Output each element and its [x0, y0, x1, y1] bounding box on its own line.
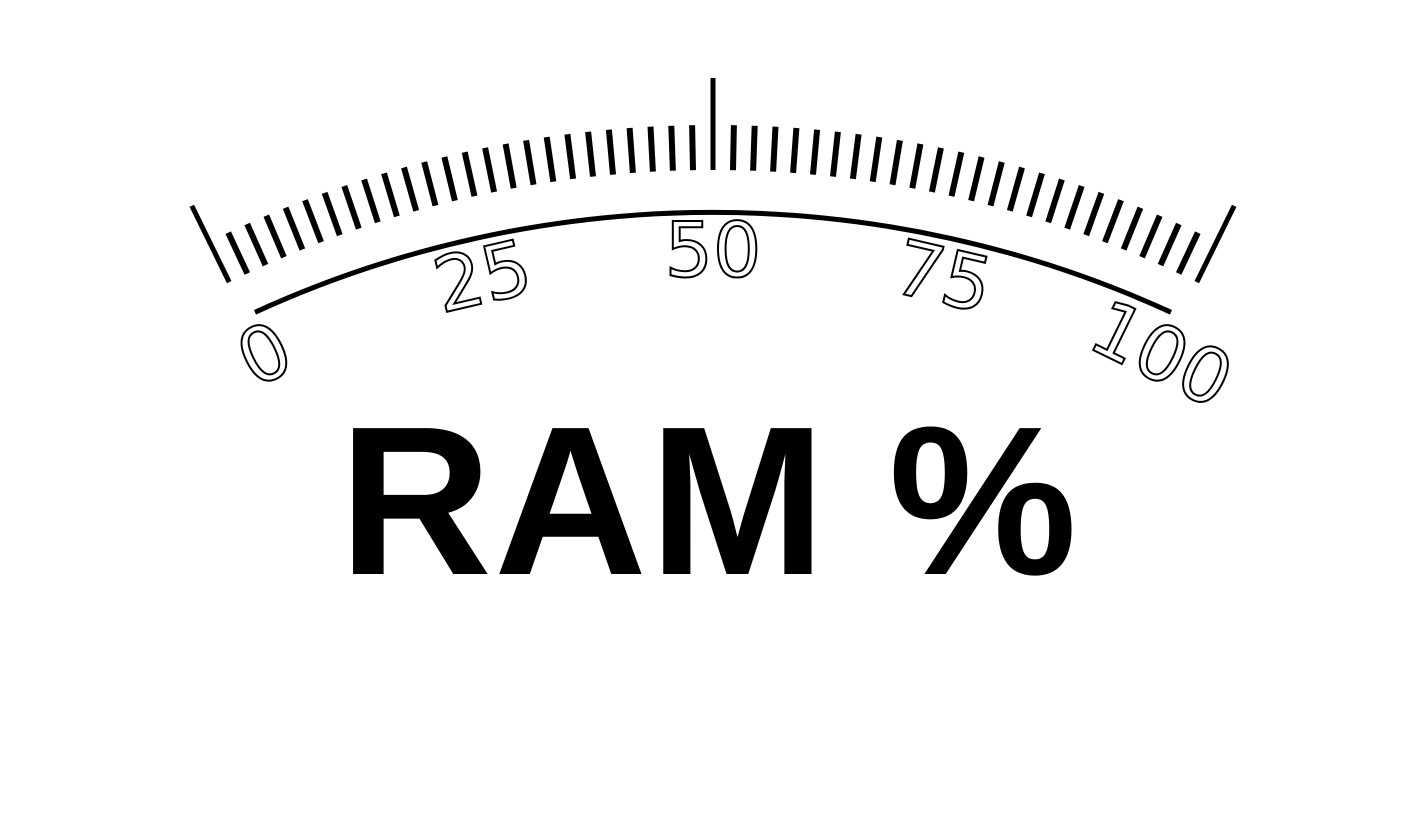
- minor-tick: [523, 139, 537, 186]
- minor-tick: [770, 126, 779, 172]
- gauge-title: RAM %: [338, 382, 1080, 619]
- minor-tick: [928, 147, 944, 193]
- minor-tick: [1175, 231, 1201, 275]
- minor-tick: [647, 126, 656, 172]
- minor-tick: [1139, 214, 1163, 259]
- scale-label-25: 25: [426, 222, 540, 331]
- minor-tick: [730, 125, 737, 171]
- scale-label-75: 75: [886, 222, 1000, 331]
- minor-tick: [225, 231, 251, 275]
- major-tick: [1194, 204, 1237, 284]
- minor-tick: [441, 156, 458, 202]
- minor-tick: [668, 125, 676, 171]
- minor-tick: [1157, 222, 1182, 267]
- minor-tick: [987, 161, 1005, 207]
- minor-tick: [790, 127, 800, 174]
- minor-tick: [1102, 199, 1124, 244]
- minor-tick: [605, 129, 616, 175]
- minor-tick: [585, 131, 596, 177]
- minor-tick: [1006, 166, 1025, 212]
- minor-tick: [1026, 172, 1045, 218]
- minor-tick: [302, 199, 324, 244]
- scale-label-50: 50: [665, 206, 762, 295]
- minor-tick: [1064, 185, 1085, 230]
- minor-tick: [282, 206, 306, 251]
- minor-tick: [889, 139, 903, 186]
- minor-tick: [361, 178, 381, 224]
- minor-tick: [909, 143, 924, 189]
- minor-tick: [968, 156, 985, 202]
- minor-tick: [564, 133, 577, 180]
- minor-tick: [869, 136, 883, 183]
- minor-tick: [461, 151, 478, 197]
- minor-tick: [401, 166, 420, 212]
- minor-tick: [543, 136, 557, 183]
- minor-tick: [750, 125, 758, 171]
- minor-tick: [421, 161, 439, 207]
- minor-tick: [381, 172, 400, 218]
- minor-tick: [263, 214, 287, 259]
- minor-tick: [482, 147, 498, 193]
- minor-tick: [626, 127, 636, 174]
- minor-tick: [830, 131, 841, 177]
- minor-tick: [948, 151, 965, 197]
- minor-tick: [1045, 178, 1065, 224]
- minor-tick: [1120, 206, 1144, 251]
- minor-tick: [1083, 191, 1105, 237]
- minor-tick: [321, 191, 343, 237]
- minor-tick: [502, 143, 517, 189]
- minor-tick: [244, 222, 269, 267]
- gauge-arc: [253, 210, 1173, 315]
- minor-tick: [810, 129, 821, 175]
- scale-label-0: 0: [223, 303, 306, 404]
- tick-marks: [189, 78, 1237, 284]
- minor-tick: [341, 185, 362, 230]
- minor-tick: [689, 125, 696, 171]
- minor-tick: [849, 133, 862, 180]
- major-tick: [189, 204, 232, 284]
